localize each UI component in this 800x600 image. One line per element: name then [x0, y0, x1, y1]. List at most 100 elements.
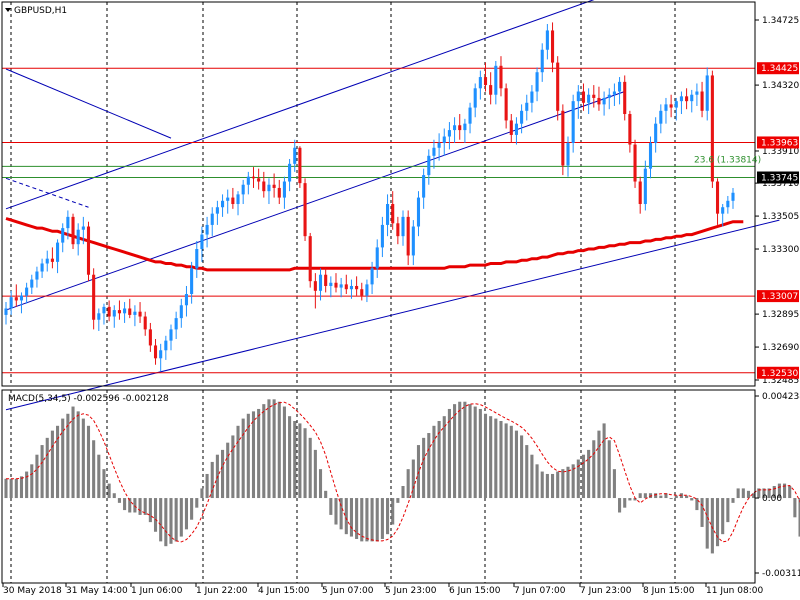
- macd-bar: [453, 404, 457, 499]
- candle-body: [236, 194, 240, 205]
- macd-bar: [705, 498, 709, 549]
- candle-body: [416, 197, 421, 227]
- macd-bar: [123, 498, 127, 511]
- candle-body: [97, 313, 101, 320]
- candle: [9, 290, 13, 315]
- candle: [705, 67, 709, 121]
- candle-body: [184, 294, 189, 306]
- candle-body: [339, 284, 343, 288]
- time-label: 6 Jun 15:00: [449, 586, 501, 596]
- macd-bar: [324, 490, 328, 499]
- candle-body: [685, 96, 689, 102]
- candle-body: [159, 350, 163, 359]
- macd-bar: [112, 493, 116, 499]
- candle-body: [344, 284, 348, 290]
- macd-bar: [138, 498, 142, 515]
- macd-bar: [710, 498, 714, 554]
- price-label: 1.32690: [762, 343, 799, 353]
- candle: [416, 191, 421, 237]
- candle: [602, 91, 606, 116]
- macd-bar: [133, 498, 137, 513]
- candle-body: [509, 120, 513, 135]
- candle: [540, 43, 544, 82]
- channel-line[interactable]: [5, 0, 625, 210]
- symbol-header[interactable]: GBPUSD,H1: [5, 6, 67, 16]
- candle-body: [576, 91, 580, 102]
- macd-bar: [365, 498, 369, 542]
- candle: [313, 273, 317, 309]
- candle-body: [195, 249, 199, 269]
- candle-body: [401, 216, 405, 237]
- candle-body: [571, 101, 575, 143]
- price-level-tag: [757, 290, 799, 303]
- macd-bar: [117, 498, 121, 503]
- candle-body: [308, 236, 312, 282]
- candle: [164, 335, 168, 360]
- macd-bar: [143, 498, 147, 515]
- macd-bar: [370, 498, 374, 542]
- candle: [123, 302, 127, 323]
- macd-bar: [35, 454, 39, 499]
- macd-bar: [793, 498, 797, 518]
- candle: [679, 91, 683, 115]
- channel-line[interactable]: [5, 219, 780, 411]
- candle: [349, 279, 354, 299]
- candle: [664, 97, 668, 124]
- candle-body: [669, 104, 673, 108]
- candle: [587, 88, 591, 115]
- price-level-tag-text: 1.33745: [761, 174, 798, 184]
- candle-body: [138, 311, 142, 317]
- macd-bar: [411, 459, 415, 499]
- candle-body: [566, 142, 570, 166]
- candle-body: [612, 91, 616, 95]
- candle: [231, 187, 235, 209]
- macd-bar: [40, 445, 44, 499]
- macd-bar: [463, 401, 467, 499]
- macd-bar: [752, 493, 756, 499]
- candle-body: [545, 30, 549, 50]
- macd-bar: [14, 478, 18, 499]
- candle: [143, 311, 147, 336]
- macd-bar: [715, 498, 720, 547]
- candle-body: [587, 94, 591, 103]
- macd-bar: [772, 486, 776, 499]
- macd-bar: [153, 498, 158, 532]
- candle-body: [221, 200, 225, 208]
- macd-bar: [380, 498, 384, 539]
- macd-bar: [267, 399, 271, 499]
- macd-bar: [406, 469, 410, 499]
- macd-bar: [355, 498, 359, 539]
- candle: [556, 56, 560, 121]
- macd-signal: [6, 401, 800, 543]
- macd-bar: [504, 423, 508, 499]
- candle: [514, 117, 518, 145]
- candle: [159, 343, 163, 372]
- candle: [128, 298, 132, 319]
- candle-body: [463, 123, 467, 131]
- macd-bar: [251, 411, 256, 499]
- macd-bar: [581, 454, 586, 499]
- macd-bar: [550, 473, 555, 499]
- candle: [179, 298, 183, 328]
- macd-bar: [50, 430, 54, 499]
- candle-body: [205, 224, 209, 235]
- triangle-down-icon[interactable]: [5, 8, 11, 12]
- candle: [355, 276, 359, 296]
- candle-body: [679, 96, 683, 102]
- price-label: 1.33505: [762, 212, 799, 222]
- candle-body: [592, 94, 596, 98]
- macd-bar: [56, 425, 60, 499]
- fan-line[interactable]: [5, 68, 172, 139]
- candle: [715, 178, 720, 225]
- fan-line[interactable]: [5, 177, 89, 208]
- candle: [40, 258, 44, 278]
- macd-bar: [741, 488, 745, 499]
- candle-body: [442, 136, 446, 143]
- macd-bar: [432, 425, 436, 499]
- candle: [365, 279, 369, 303]
- candle: [66, 210, 70, 240]
- candle: [411, 220, 415, 266]
- macd-bar: [489, 416, 493, 499]
